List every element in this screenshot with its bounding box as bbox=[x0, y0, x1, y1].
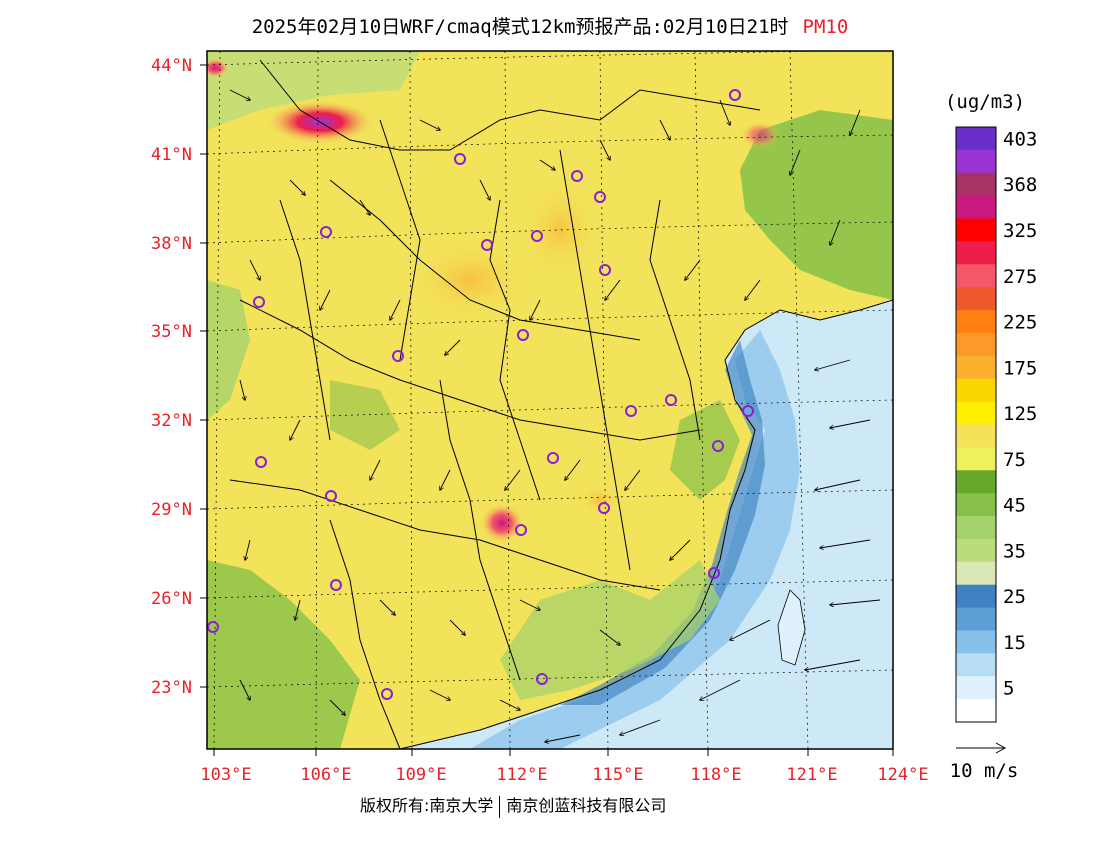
ocean-deep bbox=[470, 330, 800, 749]
legend-swatch bbox=[956, 378, 996, 403]
lat-label: 23°N bbox=[151, 678, 192, 698]
hotspot-west-corner bbox=[207, 58, 229, 78]
legend-swatch bbox=[956, 332, 996, 357]
legend-level-label: 45 bbox=[1003, 495, 1026, 517]
legend-swatch bbox=[956, 355, 996, 380]
taiwan-island bbox=[777, 589, 806, 666]
legend-frame bbox=[955, 126, 997, 723]
copyright-left: 版权所有:南京大学 bbox=[360, 796, 494, 815]
boundaries bbox=[229, 59, 893, 749]
lon-label: 124°E bbox=[877, 765, 928, 785]
lat-label: 26°N bbox=[151, 589, 192, 609]
legend-swatch bbox=[956, 447, 996, 471]
legend-swatch bbox=[956, 310, 996, 334]
copyright-right: 南京创蓝科技有限公司 bbox=[506, 796, 667, 815]
legend-swatch bbox=[956, 607, 996, 631]
elevated-area-2 bbox=[520, 180, 600, 280]
lon-label: 112°E bbox=[496, 765, 547, 785]
legend-level-label: 5 bbox=[1003, 678, 1014, 700]
legend-level-label: 25 bbox=[1003, 586, 1026, 608]
low-pm-area-southwest bbox=[207, 560, 360, 749]
legend-swatch bbox=[956, 630, 996, 654]
legend-swatch bbox=[956, 127, 996, 151]
lat-label: 29°N bbox=[151, 500, 192, 520]
lon-label: 121°E bbox=[786, 765, 837, 785]
legend-level-label: 325 bbox=[1003, 220, 1037, 242]
legend-level-label: 15 bbox=[1003, 632, 1026, 654]
lat-label: 44°N bbox=[151, 56, 192, 76]
legend-level-label: 75 bbox=[1003, 449, 1026, 471]
title-main: 2025年02月10日WRF/cmaq模式12km预报产品:02月10日21时 bbox=[251, 16, 789, 38]
elevated-area-1 bbox=[410, 240, 530, 320]
legend-level-label: 275 bbox=[1003, 266, 1037, 288]
lat-label: 35°N bbox=[151, 322, 192, 342]
legend-unit: (ug/m3) bbox=[945, 91, 1025, 113]
wind-vectors bbox=[229, 89, 881, 742]
legend-swatch bbox=[956, 287, 996, 311]
legend-swatch bbox=[956, 149, 996, 174]
lon-label: 115°E bbox=[592, 765, 643, 785]
legend-swatch bbox=[956, 676, 996, 700]
lon-label: 118°E bbox=[690, 765, 741, 785]
legend-swatch bbox=[956, 493, 996, 517]
footer-divider bbox=[499, 795, 501, 818]
legend-swatch bbox=[956, 584, 996, 609]
legend-swatch bbox=[956, 561, 996, 586]
city-markers bbox=[207, 89, 754, 700]
color-legend: 403 368 325 275 225 175 125 75 45 35 25 15 5 bbox=[956, 127, 1037, 723]
legend-swatch bbox=[956, 699, 996, 723]
hotspot-hunan bbox=[480, 503, 524, 543]
legend-level-label: 125 bbox=[1003, 403, 1037, 425]
latitude-axis bbox=[200, 64, 207, 688]
low-pm-area-south bbox=[500, 560, 720, 700]
lat-label: 41°N bbox=[151, 145, 192, 165]
legend-swatch bbox=[956, 470, 996, 494]
legend-swatch bbox=[956, 538, 996, 563]
lon-label: 106°E bbox=[300, 765, 351, 785]
legend-level-label: 35 bbox=[1003, 540, 1026, 562]
elevated-area-4 bbox=[740, 121, 780, 149]
map-title: 2025年02月10日WRF/cmaq模式12km预报产品:02月10日21时 P… bbox=[0, 12, 1100, 39]
legend-swatch bbox=[956, 653, 996, 677]
legend-swatch bbox=[956, 172, 996, 197]
copyright-footer: 版权所有:南京大学 南京创蓝科技有限公司 bbox=[360, 792, 666, 818]
legend-level-label: 403 bbox=[1003, 128, 1037, 150]
pm10-concentration-field bbox=[207, 51, 893, 749]
legend-level-label: 175 bbox=[1003, 357, 1037, 379]
low-pm-area-north bbox=[207, 51, 420, 130]
legend-swatch bbox=[956, 516, 996, 540]
lon-label: 103°E bbox=[200, 765, 251, 785]
map-frame bbox=[206, 50, 894, 750]
low-pm-area-northeast bbox=[740, 110, 893, 300]
legend-swatch bbox=[956, 264, 996, 288]
wind-scale-arrowhead bbox=[995, 742, 1007, 754]
legend-level-label: 225 bbox=[1003, 312, 1037, 334]
title-pollutant: PM10 bbox=[802, 16, 849, 38]
longitude-axis bbox=[213, 749, 894, 756]
elevated-area-3 bbox=[580, 485, 620, 515]
legend-swatch bbox=[956, 401, 996, 425]
lat-label: 38°N bbox=[151, 234, 192, 254]
legend-swatch bbox=[956, 218, 996, 242]
lon-label: 109°E bbox=[395, 765, 446, 785]
legend-swatch bbox=[956, 424, 996, 448]
low-pm-area-sichuan bbox=[330, 380, 400, 450]
legend-swatch bbox=[956, 195, 996, 220]
wind-scale-label: 10 m/s bbox=[950, 760, 1019, 782]
legend-level-label: 368 bbox=[1003, 174, 1037, 196]
low-pm-area-east bbox=[670, 400, 740, 500]
ocean-coastal bbox=[560, 340, 765, 705]
lat-label: 32°N bbox=[151, 411, 192, 431]
legend-swatch bbox=[956, 241, 996, 265]
